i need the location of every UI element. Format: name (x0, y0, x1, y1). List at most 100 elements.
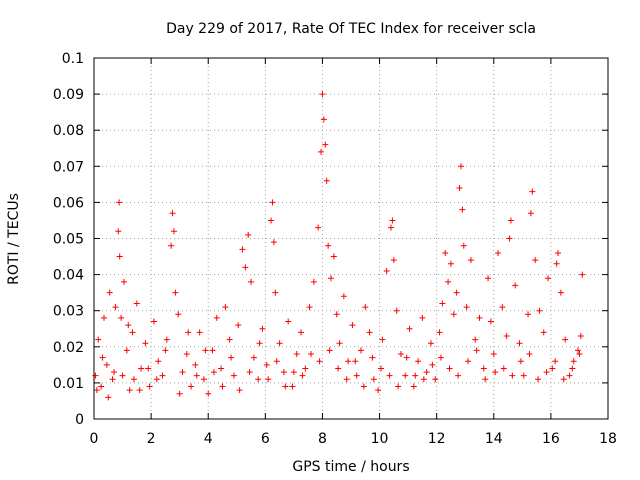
data-point (566, 372, 573, 379)
data-point (202, 347, 209, 354)
data-point (389, 217, 396, 224)
data-point (115, 228, 122, 235)
data-point (532, 257, 539, 264)
data-point (228, 354, 235, 361)
data-point (125, 322, 132, 329)
y-tick-label: 0.07 (53, 159, 84, 175)
data-point (290, 369, 297, 376)
data-point (256, 340, 263, 347)
data-point (492, 369, 499, 376)
data-point (456, 184, 463, 191)
data-point (293, 351, 300, 358)
data-point (429, 361, 436, 368)
data-point (119, 372, 126, 379)
y-tick-label: 0.09 (53, 87, 84, 103)
data-point (499, 304, 506, 311)
data-point (272, 289, 279, 296)
data-point (150, 318, 157, 325)
data-point (553, 260, 560, 267)
data-point (406, 325, 413, 332)
data-point (318, 148, 325, 155)
data-point (259, 325, 266, 332)
data-point (315, 224, 322, 231)
data-point (200, 376, 207, 383)
data-point (509, 372, 516, 379)
data-point (390, 257, 397, 264)
data-point (188, 383, 195, 390)
data-point (153, 376, 160, 383)
y-tick-label: 0.06 (53, 195, 84, 211)
data-point (455, 372, 462, 379)
data-point (543, 369, 550, 376)
data-point (276, 340, 283, 347)
x-tick-label: 12 (428, 431, 446, 447)
data-point (319, 91, 326, 98)
data-point (343, 376, 350, 383)
data-point (120, 278, 127, 285)
data-point (517, 358, 524, 365)
data-point (467, 257, 474, 264)
x-tick-label: 10 (371, 431, 389, 447)
data-point (226, 336, 233, 343)
data-point (507, 217, 514, 224)
data-point (447, 260, 454, 267)
data-point (239, 246, 246, 253)
data-point (463, 304, 470, 311)
data-point (445, 278, 452, 285)
data-point (159, 372, 166, 379)
data-point (298, 329, 305, 336)
data-point (419, 314, 426, 321)
data-point (248, 278, 255, 285)
data-point (476, 314, 483, 321)
data-point (205, 390, 212, 397)
data-point (92, 372, 99, 379)
data-point (210, 369, 217, 376)
data-point (490, 351, 497, 358)
data-point (432, 376, 439, 383)
data-point (395, 383, 402, 390)
data-point (218, 365, 225, 372)
data-point (130, 376, 137, 383)
data-point (138, 365, 145, 372)
data-point (230, 372, 237, 379)
data-point (163, 336, 170, 343)
data-point (383, 267, 390, 274)
data-point (375, 387, 382, 394)
data-point (330, 253, 337, 260)
data-point (516, 340, 523, 347)
data-point (366, 329, 373, 336)
data-point (179, 369, 186, 376)
data-point (353, 372, 360, 379)
data-point (310, 278, 317, 285)
data-point (193, 372, 200, 379)
x-tick-label: 0 (90, 431, 99, 447)
data-point (535, 376, 542, 383)
data-point (410, 383, 417, 390)
data-point (333, 311, 340, 318)
data-point (246, 369, 253, 376)
y-tick-label: 0 (75, 412, 84, 428)
data-point (285, 318, 292, 325)
data-point (357, 347, 364, 354)
data-point (222, 304, 229, 311)
data-point (412, 372, 419, 379)
data-point (500, 365, 507, 372)
data-point (335, 365, 342, 372)
data-point (465, 358, 472, 365)
data-point (116, 253, 123, 260)
data-point (185, 329, 192, 336)
data-point (116, 199, 123, 206)
data-point (349, 322, 356, 329)
data-point (169, 210, 176, 217)
x-tick-label: 8 (318, 431, 327, 447)
data-point (525, 311, 532, 318)
x-tick-label: 6 (261, 431, 270, 447)
data-point (562, 336, 569, 343)
y-tick-label: 0.01 (53, 376, 84, 392)
data-point (196, 329, 203, 336)
data-point (326, 347, 333, 354)
data-points (92, 91, 586, 401)
data-point (579, 271, 586, 278)
data-point (473, 347, 480, 354)
